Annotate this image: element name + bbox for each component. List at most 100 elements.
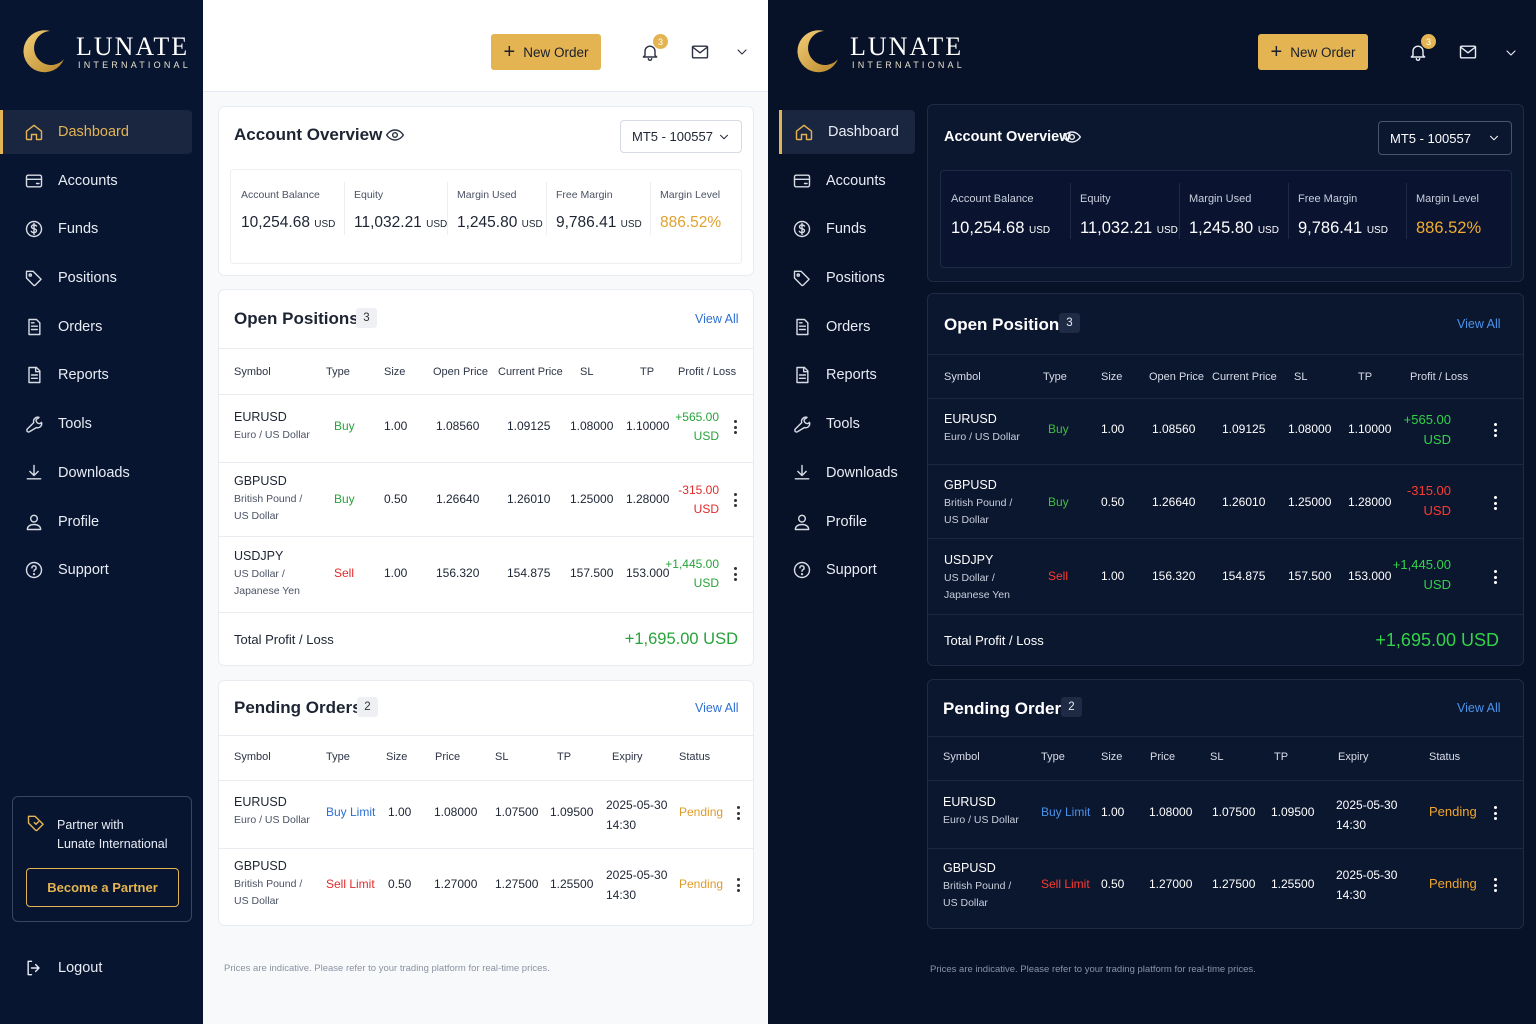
logout-button[interactable]: Logout — [24, 958, 102, 978]
row-menu-icon[interactable] — [734, 420, 738, 434]
open-positions-view-all[interactable]: View All — [695, 312, 739, 326]
col-header-tp[interactable]: TP — [640, 366, 655, 378]
col-header-status[interactable]: Status — [1429, 751, 1461, 763]
new-order-button[interactable]: + New Order — [1258, 34, 1368, 70]
sidebar-item-support[interactable]: Support — [0, 548, 203, 592]
stat-margin-level: Margin Level 886.52% — [1406, 171, 1513, 267]
row-symbol-desc: Euro / US Dollar — [943, 814, 1019, 826]
sidebar-item-positions[interactable]: Positions — [768, 256, 926, 300]
col-header-sl[interactable]: SL — [1210, 751, 1224, 763]
pending-orders-view-all[interactable]: View All — [695, 701, 739, 715]
sidebar-item-orders[interactable]: Orders — [0, 305, 203, 349]
col-header-type[interactable]: Type — [326, 366, 350, 378]
row-sl: 1.25000 — [570, 492, 614, 506]
col-header-tp[interactable]: TP — [1274, 751, 1289, 763]
col-header-profit-loss[interactable]: Profit / Loss — [1410, 371, 1469, 383]
sidebar-item-funds[interactable]: Funds — [0, 207, 203, 251]
col-header-size[interactable]: Size — [386, 751, 408, 763]
sidebar-item-funds[interactable]: Funds — [768, 207, 926, 251]
row-menu-icon[interactable] — [1494, 570, 1498, 584]
sidebar-item-downloads[interactable]: Downloads — [0, 451, 203, 495]
col-header-symbol[interactable]: Symbol — [234, 751, 271, 763]
mail-icon[interactable] — [1458, 42, 1478, 62]
col-header-price[interactable]: Price — [1150, 751, 1176, 763]
row-menu-icon[interactable] — [1494, 878, 1498, 892]
col-header-expiry[interactable]: Expiry — [1338, 751, 1369, 763]
row-sl: 1.08000 — [1288, 422, 1332, 436]
sidebar-item-support[interactable]: Support — [768, 548, 926, 592]
sidebar-item-label: Tools — [58, 416, 92, 433]
bell-icon[interactable] — [640, 42, 660, 62]
row-menu-icon[interactable] — [734, 567, 738, 581]
row-tp: 1.28000 — [1348, 495, 1392, 509]
col-header-open-price[interactable]: Open Price — [433, 366, 489, 378]
eye-icon[interactable] — [385, 125, 405, 145]
col-header-profit-loss[interactable]: Profit / Loss — [678, 366, 737, 378]
row-type: Sell Limit — [326, 877, 375, 891]
col-header-type[interactable]: Type — [1041, 751, 1065, 763]
sidebar-item-profile[interactable]: Profile — [768, 500, 926, 544]
sidebar-item-dashboard[interactable]: Dashboard — [0, 110, 192, 154]
row-menu-icon[interactable] — [1494, 423, 1498, 437]
col-header-size[interactable]: Size — [1101, 751, 1123, 763]
row-menu-icon[interactable] — [737, 806, 741, 820]
sidebar-item-dashboard[interactable]: Dashboard — [779, 110, 915, 154]
sidebar-item-tools[interactable]: Tools — [768, 402, 926, 446]
col-header-sl[interactable]: SL — [495, 751, 509, 763]
eye-icon[interactable] — [1062, 127, 1082, 147]
col-header-symbol[interactable]: Symbol — [944, 371, 981, 383]
col-header-price[interactable]: Price — [435, 751, 461, 763]
sidebar-item-accounts[interactable]: Accounts — [768, 159, 926, 203]
row-menu-icon[interactable] — [1494, 496, 1498, 510]
sidebar-item-orders[interactable]: Orders — [768, 305, 926, 349]
chevron-down-icon[interactable] — [1503, 43, 1519, 63]
col-header-current-price[interactable]: Current Price — [498, 366, 563, 378]
row-symbol: USDJPY — [234, 549, 284, 563]
col-header-sl[interactable]: SL — [580, 366, 594, 378]
open-positions-view-all[interactable]: View All — [1457, 317, 1501, 331]
row-tp: 1.09500 — [1271, 805, 1315, 819]
row-menu-icon[interactable] — [734, 493, 738, 507]
sidebar-item-reports[interactable]: Reports — [768, 353, 926, 397]
sidebar-item-reports[interactable]: Reports — [0, 353, 203, 397]
row-current-price: 1.09125 — [1222, 422, 1266, 436]
sidebar-item-tools[interactable]: Tools — [0, 402, 203, 446]
new-order-label: New Order — [1290, 44, 1356, 60]
row-menu-icon[interactable] — [1494, 806, 1498, 820]
col-header-tp[interactable]: TP — [557, 751, 572, 763]
new-order-button[interactable]: + New Order — [491, 34, 601, 70]
brand-logo[interactable]: LUNATE INTERNATIONAL — [792, 26, 967, 78]
col-header-tp[interactable]: TP — [1358, 371, 1373, 383]
col-header-size[interactable]: Size — [1101, 371, 1123, 383]
become-partner-button[interactable]: Become a Partner — [26, 868, 179, 907]
sidebar-item-accounts[interactable]: Accounts — [0, 159, 203, 203]
sidebar-item-profile[interactable]: Profile — [0, 500, 203, 544]
col-header-symbol[interactable]: Symbol — [943, 751, 980, 763]
col-header-symbol[interactable]: Symbol — [234, 366, 271, 378]
sidebar-item-downloads[interactable]: Downloads — [768, 451, 926, 495]
col-header-current-price[interactable]: Current Price — [1212, 371, 1277, 383]
account-selector[interactable]: MT5 - 100557 — [620, 120, 742, 153]
mail-icon[interactable] — [690, 42, 710, 62]
col-header-type[interactable]: Type — [326, 751, 350, 763]
divider — [219, 848, 753, 849]
brand-logo[interactable]: LUNATE INTERNATIONAL — [18, 26, 193, 78]
pending-orders-view-all[interactable]: View All — [1457, 701, 1501, 715]
col-header-expiry[interactable]: Expiry — [612, 751, 643, 763]
col-header-size[interactable]: Size — [384, 366, 406, 378]
stat-equity: Equity 11,032.21 USD — [344, 170, 447, 263]
row-type: Buy Limit — [326, 805, 376, 819]
col-header-sl[interactable]: SL — [1294, 371, 1308, 383]
account-selector[interactable]: MT5 - 100557 — [1378, 121, 1512, 155]
col-header-open-price[interactable]: Open Price — [1149, 371, 1205, 383]
col-header-status[interactable]: Status — [679, 751, 711, 763]
col-header-type[interactable]: Type — [1043, 371, 1067, 383]
chevron-down-icon[interactable] — [734, 42, 750, 62]
bell-icon[interactable] — [1408, 42, 1428, 62]
row-menu-icon[interactable] — [737, 878, 741, 892]
open-positions-title: Open Positions — [234, 309, 359, 328]
sidebar-item-positions[interactable]: Positions — [0, 256, 203, 300]
sidebar-item-label: Positions — [58, 270, 117, 287]
row-type: Buy — [1048, 422, 1069, 436]
tag-icon — [793, 270, 810, 287]
